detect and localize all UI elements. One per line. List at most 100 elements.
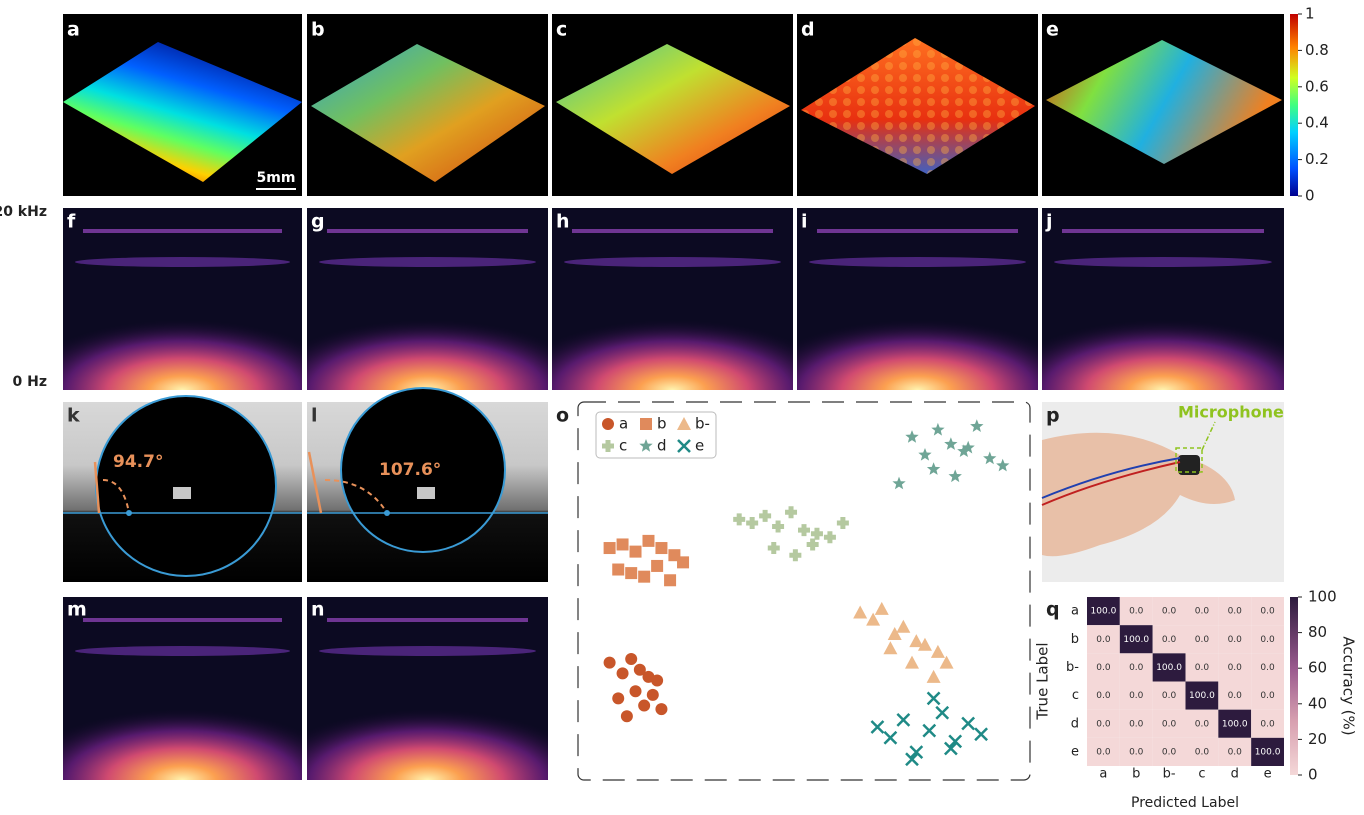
point [617,538,629,550]
cell-label: 0.0 [1228,691,1243,701]
spectrogram-band [75,257,290,267]
colorbar-tick-label: 100 [1308,588,1337,606]
y-tick-label: b- [1066,660,1079,675]
reflection [173,487,191,499]
colorbar-tick-label: 0 [1305,187,1315,205]
cell-label: 100.0 [1091,607,1117,617]
colorbar [1290,14,1298,196]
panel-label: h [556,211,570,233]
panel-label: c [556,19,567,41]
contact-point [384,510,390,516]
cell-label: 0.0 [1129,663,1144,673]
panel-label: l [311,405,318,427]
point [655,542,667,554]
cell-label: 0.0 [1096,719,1111,729]
spectrogram-band [327,618,528,622]
cell-label: 0.0 [1096,663,1111,673]
cell-label: 100.0 [1123,635,1149,645]
cell-label: 0.0 [1228,747,1243,757]
colorbar-tick-label: 80 [1308,623,1327,641]
y-tick-label: d [1071,716,1079,731]
x-tick-label: b [1132,767,1140,782]
cell-label: 0.0 [1162,635,1177,645]
colorbar [1290,597,1298,775]
colorbar-label: Accuracy (%) [1340,636,1358,735]
panel-label: d [801,19,815,41]
spectrogram-energy [63,679,302,780]
panel-label: a [67,19,80,41]
contact-angle: 107.6° [379,460,441,480]
legend-label: b- [695,415,710,433]
y-axis-label: True Label [1034,642,1052,720]
cell-label: 0.0 [1162,607,1177,617]
point [640,418,652,430]
cell-label: 0.0 [1129,747,1144,757]
cell-label: 0.0 [1228,607,1243,617]
figure: 20 kHz 0 Hz 5mm94.7°107.6°Microphone00.2… [0,0,1364,811]
colorbar-tick-label: 0.4 [1305,114,1329,132]
cell-label: 0.0 [1096,635,1111,645]
y-tick-label: b [1071,632,1079,647]
x-tick-label: a [1099,767,1107,782]
spectrogram-energy [1042,290,1284,390]
cell-label: 0.0 [1129,607,1144,617]
x-axis-label: Predicted Label [1131,795,1239,811]
colorbar-tick-label: 20 [1308,730,1327,748]
spectrogram-band [327,229,528,233]
colorbar-tick-label: 60 [1308,659,1327,677]
cell-label: 0.0 [1162,719,1177,729]
x-tick-label: c [1198,767,1205,782]
contact-angle: 94.7° [113,452,163,472]
cell-label: 0.0 [1260,635,1275,645]
point [625,567,637,579]
spectrogram-band [1054,257,1272,267]
photo-annotation: Microphone [1178,403,1284,422]
legend-label: b [657,415,667,433]
cell-label: 0.0 [1260,719,1275,729]
cell-label: 100.0 [1156,663,1182,673]
cell-label: 0.0 [1228,635,1243,645]
point [602,418,614,430]
y-tick-label: c [1072,688,1079,703]
cell-label: 0.0 [1096,691,1111,701]
point [651,560,663,572]
y-tick-label: e [1071,744,1079,759]
cell-label: 0.0 [1195,663,1210,673]
colorbar-tick-label: 0.2 [1305,150,1329,168]
cell-label: 0.0 [1129,691,1144,701]
panel-label: f [67,211,76,233]
point [612,692,624,704]
point [604,657,616,669]
panel-label: j [1045,211,1053,233]
colorbar-tick-label: 1 [1305,5,1315,23]
spectrogram-energy [307,290,548,390]
point [677,556,689,568]
point [647,689,659,701]
cell-label: 0.0 [1228,663,1243,673]
spectrogram-band [83,618,282,622]
spectrogram-energy [307,679,548,780]
y-tick-label: a [1071,604,1079,619]
colorbar-tick-label: 0.8 [1305,41,1329,59]
cell-label: 0.0 [1195,607,1210,617]
contact-point [126,510,132,516]
point [630,546,642,558]
spectrogram-band [319,257,536,267]
spectrogram-energy [552,290,793,390]
cell-label: 0.0 [1260,691,1275,701]
point [664,574,676,586]
x-tick-label: d [1231,767,1239,782]
cell-label: 0.0 [1260,607,1275,617]
cell-label: 0.0 [1162,747,1177,757]
cell-label: 100.0 [1189,691,1215,701]
freq-bottom: 0 Hz [13,374,47,390]
cell-label: 0.0 [1195,635,1210,645]
spectrogram-band [83,229,282,233]
point [630,685,642,697]
panel-label: b [311,19,325,41]
point [621,710,633,722]
spectrogram-band [319,646,536,656]
cell-label: 100.0 [1222,719,1248,729]
colorbar-tick-label: 0 [1308,766,1318,784]
spectrogram-band [564,257,781,267]
